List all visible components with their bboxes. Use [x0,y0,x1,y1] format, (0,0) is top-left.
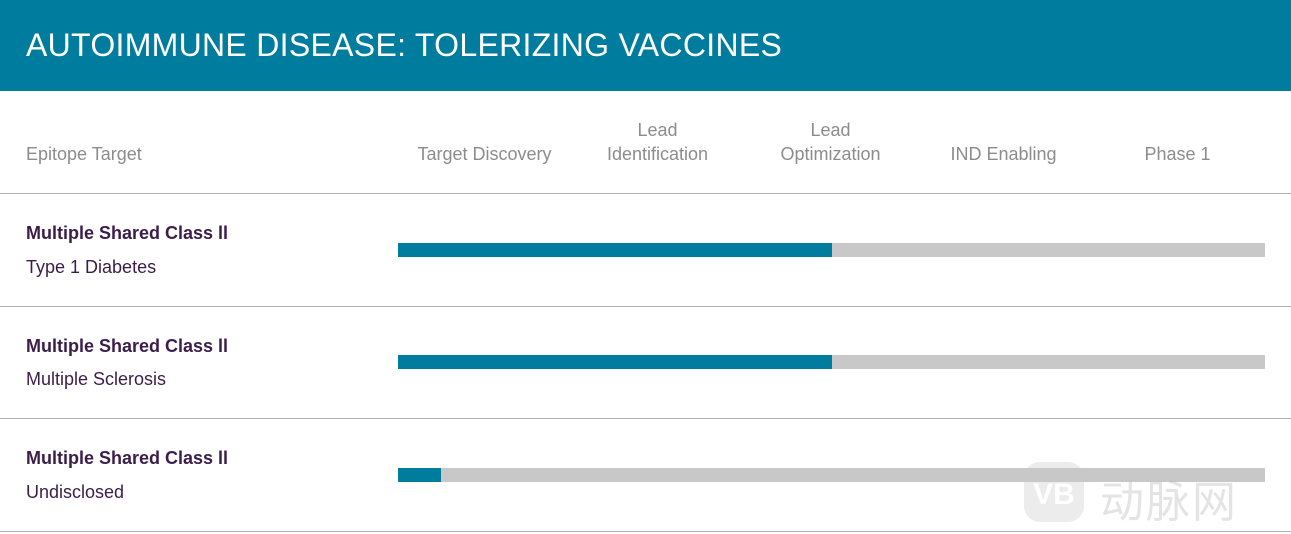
progress-track [832,355,1265,369]
column-header-line1: Lead [637,120,678,140]
column-header-line2: Phase 1 [1144,144,1211,164]
column-header-line1 [398,118,571,142]
column-header-line2: IND Enabling [950,144,1057,164]
watermark-text: 动脉网 [1100,477,1238,528]
column-header-ind-enabling: IND Enabling [917,118,1090,166]
column-header-line1 [1090,118,1265,142]
row-target-title: Multiple Shared Class ll [26,336,229,356]
row-divider [0,531,1291,532]
header-banner: AUTOIMMUNE DISEASE: TOLERIZING VACCINES [0,0,1291,91]
progress-track [441,468,1265,482]
progress-fill [398,468,441,482]
row-indication: Undisclosed [26,482,125,502]
progress-fill [398,355,832,369]
row-target-title: Multiple Shared Class ll [26,223,229,243]
column-header-target-discovery: Target Discovery [398,118,571,166]
column-header-lead-optimization: Lead Optimization [744,118,917,166]
column-header-epitope-target: Epitope Target [26,144,142,164]
row-divider [0,418,1291,419]
row-divider [0,306,1291,307]
row-target-title: Multiple Shared Class ll [26,448,229,468]
column-header-lead-identification: Lead Identification [571,118,744,166]
progress-bar [398,468,1265,482]
watermark-logo-icon: VB [1024,462,1084,522]
watermark: VB 动脉网 [1022,460,1262,528]
page-title: AUTOIMMUNE DISEASE: TOLERIZING VACCINES [26,27,783,63]
row-indication: Multiple Sclerosis [26,369,167,389]
column-header-line2: Optimization [780,144,881,164]
progress-track [832,243,1265,257]
progress-bar [398,243,1265,257]
row-indication: Type 1 Diabetes [26,257,157,277]
column-header-line1: Lead [810,120,851,140]
column-header-line2: Identification [606,144,709,164]
column-header-line1 [917,118,1090,142]
svg-text:VB: VB [1033,478,1075,511]
progress-fill [398,243,832,257]
header-divider [0,193,1291,194]
column-header-phase-1: Phase 1 [1090,118,1265,166]
progress-bar [398,355,1265,369]
column-header-line2: Target Discovery [417,144,552,164]
